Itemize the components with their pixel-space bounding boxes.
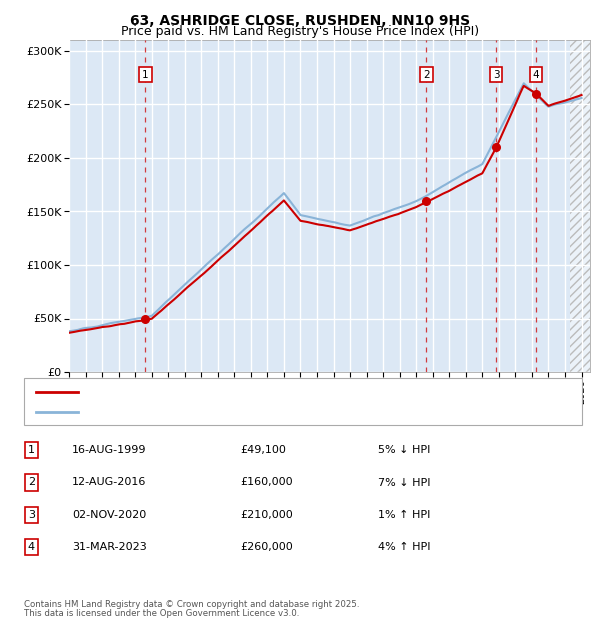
Text: 3: 3 xyxy=(28,510,35,520)
Text: £49,100: £49,100 xyxy=(240,445,286,455)
Text: 1: 1 xyxy=(28,445,35,455)
Text: 4% ↑ HPI: 4% ↑ HPI xyxy=(378,542,431,552)
Text: 63, ASHRIDGE CLOSE, RUSHDEN, NN10 9HS (semi-detached house): 63, ASHRIDGE CLOSE, RUSHDEN, NN10 9HS (s… xyxy=(84,387,437,397)
Text: 63, ASHRIDGE CLOSE, RUSHDEN, NN10 9HS: 63, ASHRIDGE CLOSE, RUSHDEN, NN10 9HS xyxy=(130,14,470,28)
Text: 2: 2 xyxy=(28,477,35,487)
Text: 3: 3 xyxy=(493,69,500,79)
Text: This data is licensed under the Open Government Licence v3.0.: This data is licensed under the Open Gov… xyxy=(24,608,299,618)
Text: £260,000: £260,000 xyxy=(240,542,293,552)
Text: 4: 4 xyxy=(28,542,35,552)
Text: £210,000: £210,000 xyxy=(240,510,293,520)
Text: 31-MAR-2023: 31-MAR-2023 xyxy=(72,542,147,552)
Text: 12-AUG-2016: 12-AUG-2016 xyxy=(72,477,146,487)
Text: Price paid vs. HM Land Registry's House Price Index (HPI): Price paid vs. HM Land Registry's House … xyxy=(121,25,479,38)
Text: Contains HM Land Registry data © Crown copyright and database right 2025.: Contains HM Land Registry data © Crown c… xyxy=(24,600,359,609)
Text: 2: 2 xyxy=(423,69,430,79)
Text: 1: 1 xyxy=(142,69,149,79)
Text: 02-NOV-2020: 02-NOV-2020 xyxy=(72,510,146,520)
Text: 1% ↑ HPI: 1% ↑ HPI xyxy=(378,510,430,520)
Text: 5% ↓ HPI: 5% ↓ HPI xyxy=(378,445,430,455)
Text: 7% ↓ HPI: 7% ↓ HPI xyxy=(378,477,431,487)
Text: 4: 4 xyxy=(533,69,539,79)
Text: £160,000: £160,000 xyxy=(240,477,293,487)
Text: HPI: Average price, semi-detached house, North Northamptonshire: HPI: Average price, semi-detached house,… xyxy=(84,407,433,417)
Text: 16-AUG-1999: 16-AUG-1999 xyxy=(72,445,146,455)
